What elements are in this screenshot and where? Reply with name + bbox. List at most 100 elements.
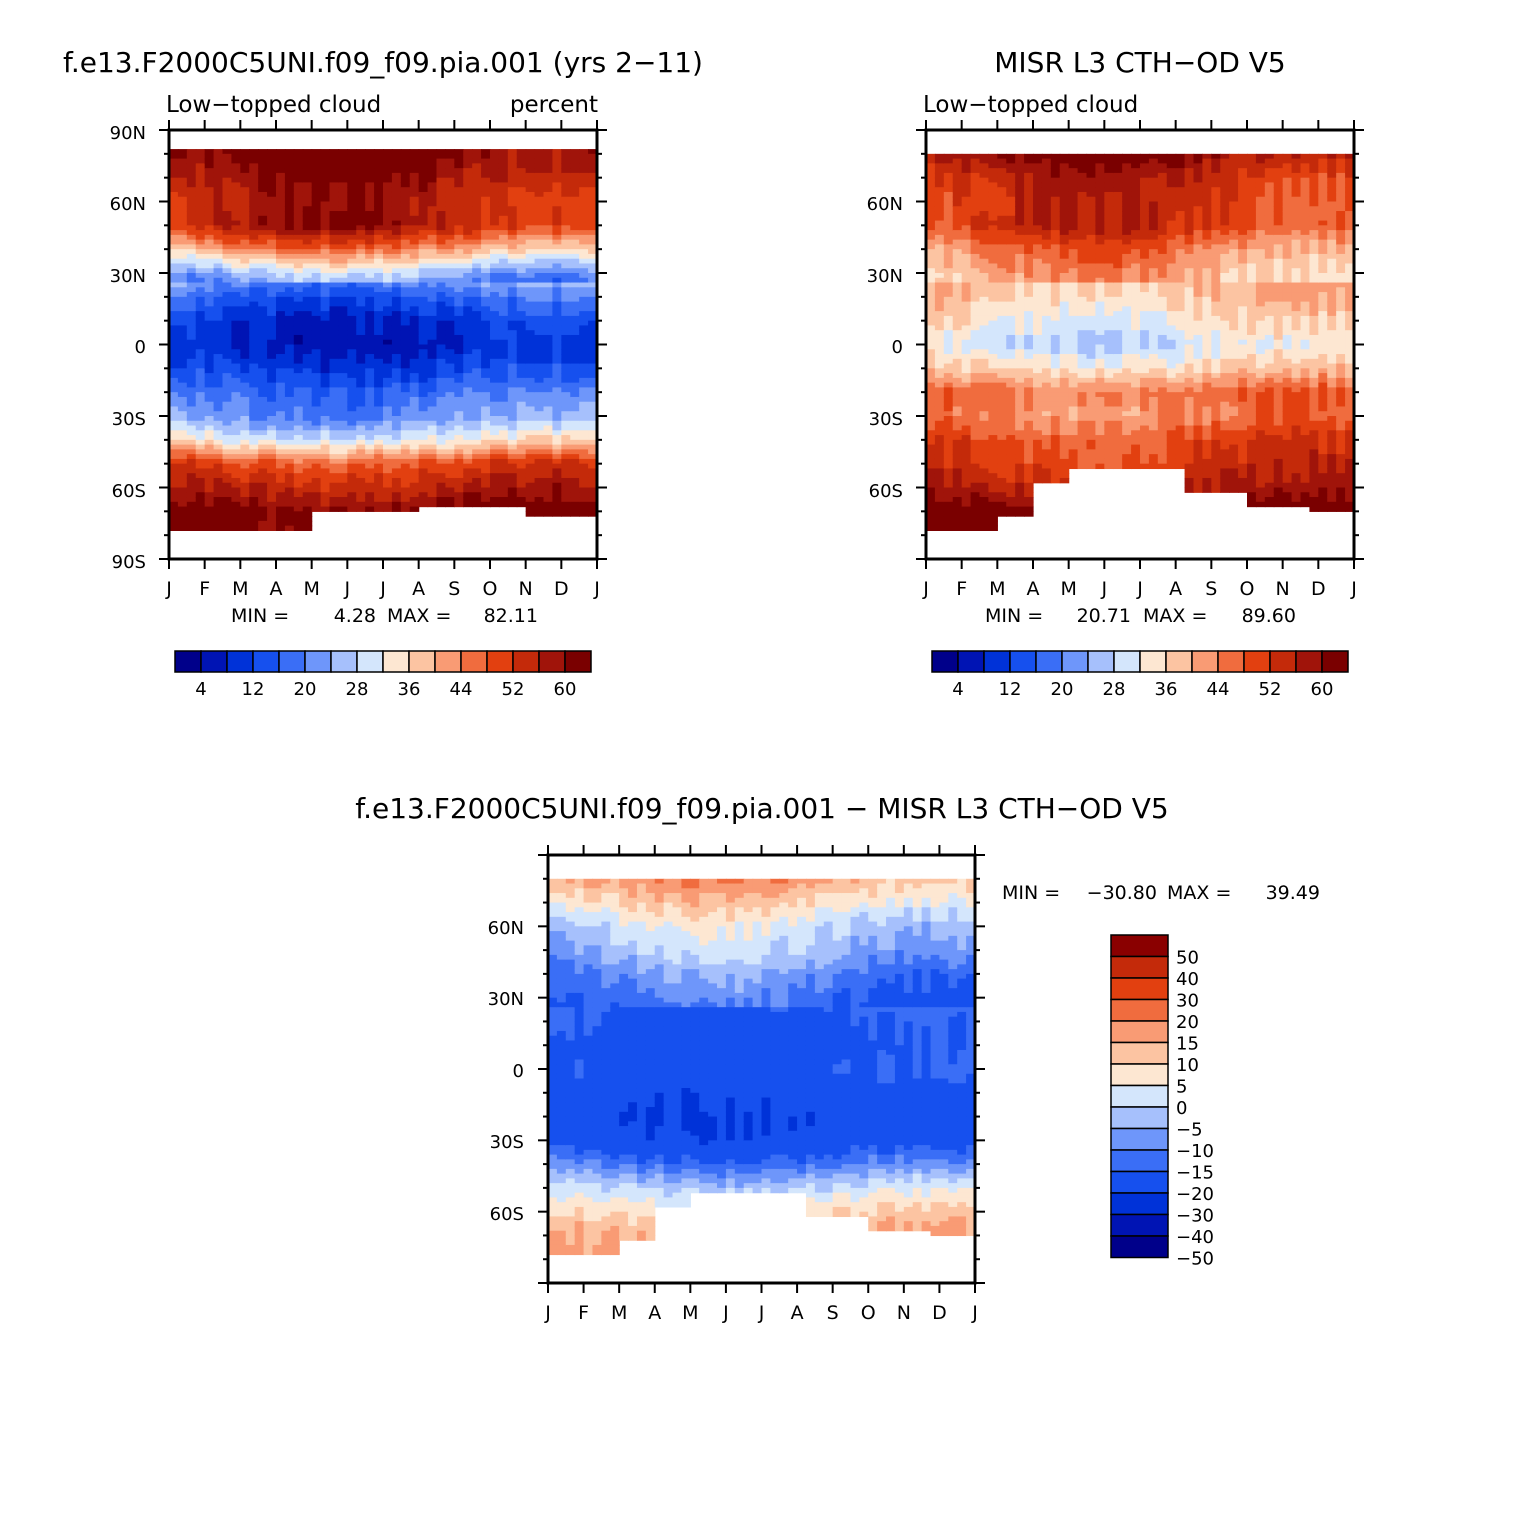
field-cell (436, 368, 447, 374)
field-cell (320, 420, 331, 427)
field-cell (997, 420, 1007, 427)
field-cell (311, 325, 322, 331)
field-cell (186, 392, 197, 398)
field-cell (579, 315, 589, 322)
field-cell (552, 411, 562, 417)
field-cell (454, 468, 464, 474)
field-cell (534, 435, 545, 441)
field-cell (970, 201, 981, 207)
field-cell (1024, 492, 1034, 498)
field-cell (213, 344, 224, 350)
field-cell (997, 411, 1007, 417)
field-cell (588, 411, 598, 417)
field-cell (970, 449, 981, 455)
field-cell (311, 201, 322, 207)
field-cell (588, 373, 598, 379)
field-cell (926, 449, 936, 455)
field-cell (177, 506, 188, 512)
field-cell (507, 339, 518, 346)
field-cell (409, 163, 420, 169)
field-cell (445, 306, 455, 312)
field-cell (427, 368, 438, 374)
field-cell (534, 163, 545, 169)
field-cell (409, 444, 420, 450)
field-cell (943, 277, 954, 284)
field-cell (374, 344, 384, 350)
field-cell (409, 396, 420, 403)
field-cell (463, 382, 473, 388)
field-cell (1024, 344, 1034, 350)
field-cell (311, 177, 322, 184)
field-cell (1050, 463, 1061, 470)
field-cell (979, 172, 990, 179)
field-cell (436, 435, 447, 441)
field-cell (186, 230, 197, 236)
field-cell (338, 349, 348, 355)
field-cell (204, 253, 215, 260)
field-cell (400, 163, 411, 169)
field-cell (374, 311, 384, 317)
field-cell (988, 525, 998, 531)
field-cell (1024, 358, 1034, 365)
field-cell (970, 187, 981, 193)
field-cell (481, 292, 491, 298)
field-cell (374, 211, 384, 217)
field-cell (329, 301, 340, 307)
field-cell (302, 163, 313, 169)
field-cell (988, 363, 998, 369)
field-cell (570, 339, 580, 346)
field-cell (463, 477, 473, 484)
field-cell (552, 463, 562, 470)
field-cell (267, 320, 277, 327)
field-cell (463, 463, 473, 470)
field-cell (481, 201, 491, 207)
field-cell (284, 249, 295, 255)
field-cell (302, 253, 313, 260)
field-cell (249, 296, 259, 303)
field-cell (534, 454, 545, 460)
field-cell (490, 296, 500, 303)
field-cell (347, 211, 357, 217)
field-cell (579, 292, 589, 298)
field-cell (934, 439, 945, 446)
field-cell (588, 463, 598, 470)
field-cell (926, 339, 936, 346)
field-cell (926, 525, 936, 531)
field-cell (926, 368, 936, 374)
lat-tick-label: 30N (110, 266, 146, 287)
field-cell (213, 396, 224, 403)
field-cell (952, 258, 963, 265)
field-cell (525, 187, 536, 193)
field-cell (400, 225, 411, 231)
field-cell (249, 435, 259, 441)
field-cell (374, 306, 384, 312)
field-cell (1033, 244, 1043, 250)
field-cell (481, 287, 491, 293)
field-cell (507, 482, 518, 489)
field-cell (1024, 211, 1034, 217)
field-cell (383, 182, 393, 188)
field-cell (579, 354, 589, 360)
field-cell (481, 220, 491, 226)
field-cell (329, 435, 340, 441)
field-cell (365, 411, 375, 417)
field-cell (997, 268, 1007, 274)
field-cell (329, 406, 340, 412)
field-cell (276, 339, 286, 346)
field-cell (1015, 268, 1025, 274)
field-cell (329, 244, 340, 250)
field-cell (481, 311, 491, 317)
field-cell (445, 149, 455, 155)
field-cell (543, 215, 554, 222)
field-cell (213, 182, 224, 188)
field-cell (347, 416, 357, 422)
field-cell (365, 406, 375, 412)
field-cell (436, 268, 447, 274)
field-cell (347, 435, 357, 441)
field-cell (427, 282, 438, 288)
field-cell (338, 373, 348, 379)
field-cell (1015, 497, 1025, 503)
field-cell (347, 206, 357, 212)
field-cell (195, 439, 206, 446)
field-cell (195, 425, 206, 431)
